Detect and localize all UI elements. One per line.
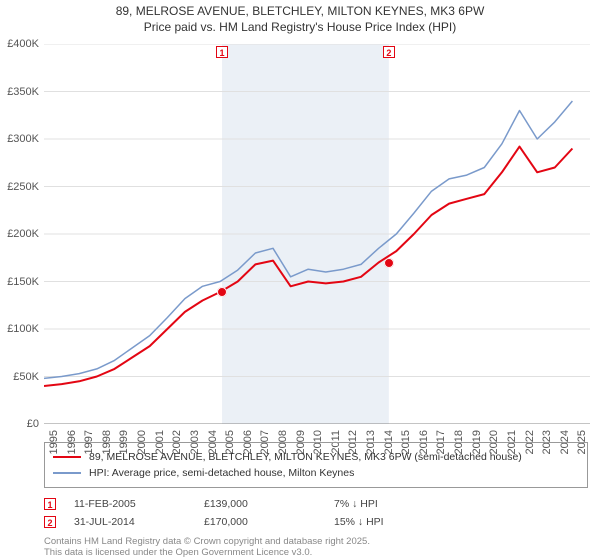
annotation-pct: 15% ↓ HPI — [334, 516, 454, 528]
legend-swatch — [53, 472, 81, 474]
legend-box: 89, MELROSE AVENUE, BLETCHLEY, MILTON KE… — [44, 442, 588, 488]
sale-index-marker: 2 — [383, 46, 395, 58]
legend-item: HPI: Average price, semi-detached house,… — [53, 465, 579, 481]
footer-line2: This data is licensed under the Open Gov… — [44, 547, 370, 558]
chart-title: 89, MELROSE AVENUE, BLETCHLEY, MILTON KE… — [0, 0, 600, 35]
y-axis-tick-label: £0 — [27, 418, 39, 430]
chart-container: { "title": { "address_line": "89, MELROS… — [0, 0, 600, 560]
annotation-row: 1 11-FEB-2005£139,0007% ↓ HPI — [44, 495, 454, 513]
annotation-price: £139,000 — [204, 498, 334, 510]
sale-index-marker: 1 — [216, 46, 228, 58]
title-subtitle: Price paid vs. HM Land Registry's House … — [0, 20, 600, 36]
y-axis-tick-label: £400K — [7, 38, 39, 50]
annotation-date: 11-FEB-2005 — [74, 498, 204, 510]
chart-svg — [44, 44, 590, 424]
annotation-pct: 7% ↓ HPI — [334, 498, 454, 510]
annotation-marker: 1 — [44, 498, 56, 510]
y-axis-tick-label: £50K — [13, 371, 39, 383]
title-address: 89, MELROSE AVENUE, BLETCHLEY, MILTON KE… — [0, 4, 600, 20]
y-axis-tick-label: £150K — [7, 276, 39, 288]
legend-label: HPI: Average price, semi-detached house,… — [89, 467, 354, 479]
y-axis-tick-label: £200K — [7, 228, 39, 240]
y-axis-tick-label: £100K — [7, 323, 39, 335]
sale-point-marker — [217, 287, 227, 297]
y-axis-tick-label: £250K — [7, 181, 39, 193]
annotation-price: £170,000 — [204, 516, 334, 528]
y-axis-tick-label: £300K — [7, 133, 39, 145]
chart-plot-area: 12 £0£50K£100K£150K£200K£250K£300K£350K£… — [44, 44, 590, 424]
footer-license: Contains HM Land Registry data © Crown c… — [44, 536, 370, 559]
annotation-row: 2 31-JUL-2014£170,00015% ↓ HPI — [44, 513, 454, 531]
sale-point-marker — [384, 258, 394, 268]
footer-line1: Contains HM Land Registry data © Crown c… — [44, 536, 370, 547]
legend-item: 89, MELROSE AVENUE, BLETCHLEY, MILTON KE… — [53, 449, 579, 465]
y-axis-tick-label: £350K — [7, 86, 39, 98]
annotation-date: 31-JUL-2014 — [74, 516, 204, 528]
annotations-table: 1 11-FEB-2005£139,0007% ↓ HPI 2 31-JUL-2014… — [44, 495, 454, 531]
legend-label: 89, MELROSE AVENUE, BLETCHLEY, MILTON KE… — [89, 451, 522, 463]
legend-swatch — [53, 456, 81, 458]
annotation-marker: 2 — [44, 516, 56, 528]
